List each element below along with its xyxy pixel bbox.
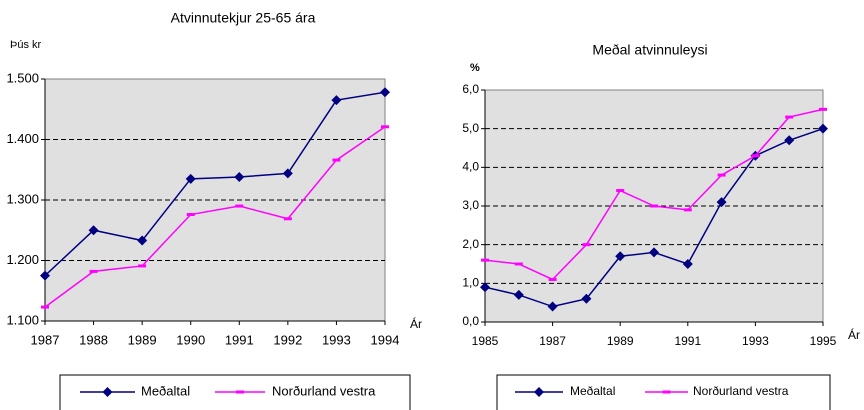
data-point — [234, 172, 245, 183]
y-tick-label: 3,0 — [462, 198, 479, 212]
data-point — [186, 213, 195, 217]
y-tick-label: 2,0 — [462, 237, 479, 251]
data-point — [138, 264, 147, 268]
x-tick-label: 1991 — [674, 334, 701, 348]
y-axis-label: % — [470, 62, 480, 74]
data-point — [41, 305, 49, 309]
legend-marker — [236, 390, 244, 394]
y-tick-label: 1,0 — [462, 276, 479, 290]
y-tick-label: 0,0 — [462, 314, 479, 328]
x-axis-label: Ár — [848, 327, 860, 342]
x-tick-label: 1985 — [472, 334, 499, 348]
data-point — [137, 235, 148, 246]
x-tick-label: 1989 — [128, 332, 157, 347]
x-tick-label: 1993 — [322, 332, 351, 347]
x-axis-label: Ár — [410, 316, 422, 331]
series-line — [44, 91, 386, 277]
data-point — [650, 204, 658, 208]
series-line — [44, 126, 386, 308]
data-point — [785, 115, 794, 119]
data-point — [89, 269, 98, 273]
data-point — [235, 204, 244, 208]
data-point — [582, 243, 591, 247]
x-tick-label: 1993 — [742, 334, 769, 348]
data-point — [513, 289, 524, 300]
legend-marker — [102, 387, 113, 397]
y-tick-label: 1.400 — [6, 131, 39, 146]
x-tick-label: 1994 — [371, 332, 400, 347]
data-point — [784, 135, 795, 146]
y-tick-label: 4,0 — [462, 160, 479, 174]
y-tick-label: 1.300 — [6, 191, 39, 206]
y-tick-label: 6,0 — [462, 82, 479, 96]
chart-title: Atvinnutekjur 25-65 ára — [171, 10, 316, 26]
legend-label: Norðurland vestra — [693, 384, 789, 398]
legend-label: Meðaltal — [141, 383, 190, 398]
x-tick-label: 1992 — [273, 332, 302, 347]
data-point — [548, 277, 557, 281]
data-point — [185, 173, 196, 184]
data-point — [481, 258, 489, 262]
data-point — [716, 197, 727, 208]
data-point — [581, 293, 592, 304]
y-axis-label: Þús kr — [10, 39, 42, 51]
data-point — [88, 225, 99, 236]
x-tick-label: 1990 — [176, 332, 205, 347]
data-point — [615, 251, 626, 262]
data-point — [480, 282, 490, 293]
data-point — [649, 247, 659, 258]
data-point — [819, 107, 827, 111]
data-point — [331, 95, 342, 106]
y-tick-label: 1.200 — [6, 252, 39, 267]
data-point — [682, 259, 693, 269]
x-tick-label: 1991 — [225, 332, 254, 347]
data-point — [616, 189, 625, 193]
data-point — [282, 168, 293, 179]
legend-label: Meðaltal — [570, 384, 615, 398]
y-tick-label: 1.100 — [6, 312, 39, 327]
data-point — [380, 87, 390, 98]
x-tick-label: 1988 — [79, 332, 108, 347]
data-point — [332, 158, 341, 162]
x-tick-label: 1987 — [31, 332, 60, 347]
data-point — [381, 125, 389, 129]
x-tick-label: 1989 — [607, 334, 634, 348]
data-point — [547, 301, 558, 312]
legend-marker — [662, 390, 671, 394]
data-point — [40, 270, 50, 281]
data-point — [514, 262, 523, 266]
data-point — [751, 154, 760, 158]
x-tick-label: 1987 — [539, 334, 566, 348]
y-tick-label: 5,0 — [462, 121, 479, 135]
y-tick-label: 1.500 — [6, 70, 39, 85]
data-point — [683, 208, 692, 212]
x-tick-label: 1995 — [810, 334, 837, 348]
data-point — [717, 173, 726, 177]
chart-title: Meðal atvinnuleysi — [592, 42, 707, 58]
legend-marker — [534, 387, 544, 397]
legend-label: Norðurland vestra — [272, 383, 376, 398]
data-point — [283, 217, 292, 221]
data-point — [818, 123, 828, 134]
